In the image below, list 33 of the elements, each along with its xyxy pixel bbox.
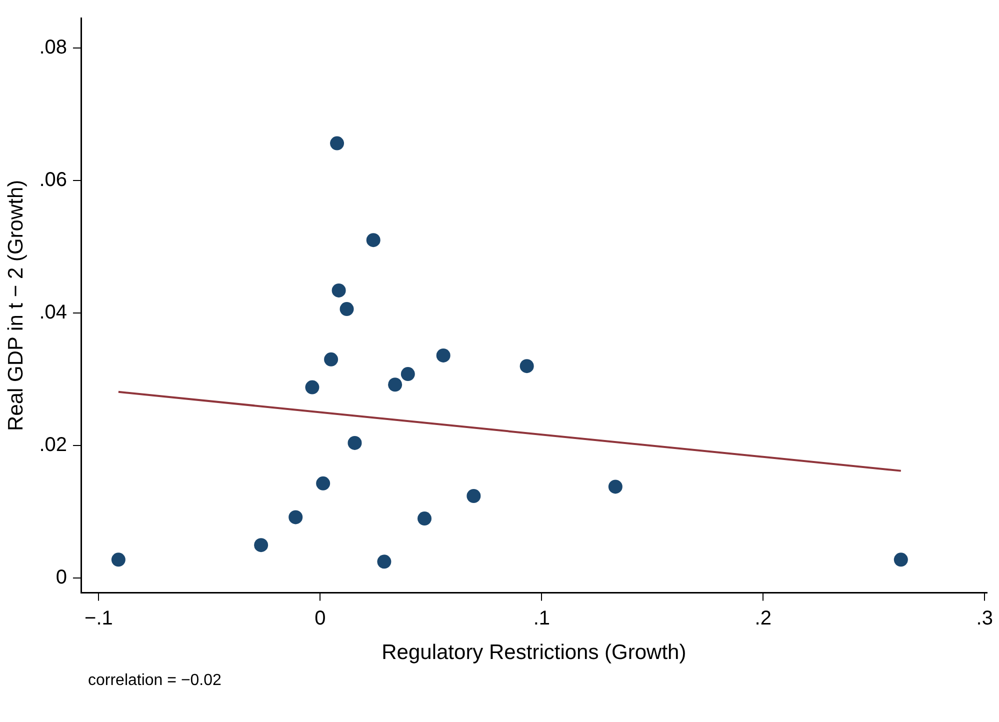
point <box>348 436 362 450</box>
point <box>520 359 534 374</box>
point <box>316 476 330 490</box>
point <box>330 136 344 150</box>
point <box>288 510 303 524</box>
point <box>608 480 622 494</box>
y-tick-label: 0 <box>56 566 68 589</box>
y-tick-label: .08 <box>39 36 68 58</box>
point <box>388 378 402 392</box>
y-tick-label: .06 <box>39 168 68 191</box>
point <box>436 348 450 362</box>
x-axis-title: Regulatory Restrictions (Growth) <box>382 641 686 664</box>
point <box>324 352 338 366</box>
x-tick-label: .1 <box>533 607 550 630</box>
point <box>377 554 392 569</box>
point <box>466 489 481 504</box>
text: correlation = −0.02 <box>88 672 222 690</box>
point <box>332 283 346 298</box>
x-tick-label: −.1 <box>84 607 113 630</box>
x-tick-label: 0 <box>314 607 326 630</box>
point <box>366 233 380 248</box>
point <box>254 538 268 552</box>
x-tick-label: .3 <box>976 607 993 630</box>
y-tick-label: .02 <box>39 434 68 456</box>
point <box>305 380 320 394</box>
point <box>894 552 908 567</box>
point <box>111 552 126 567</box>
x-tick-label: .2 <box>754 607 772 630</box>
point <box>340 302 354 316</box>
y-tick-label: .04 <box>39 302 68 324</box>
y-axis-title: Real GDP in t − 2 (Growth) <box>4 180 28 431</box>
point <box>418 512 432 526</box>
point <box>400 367 415 382</box>
